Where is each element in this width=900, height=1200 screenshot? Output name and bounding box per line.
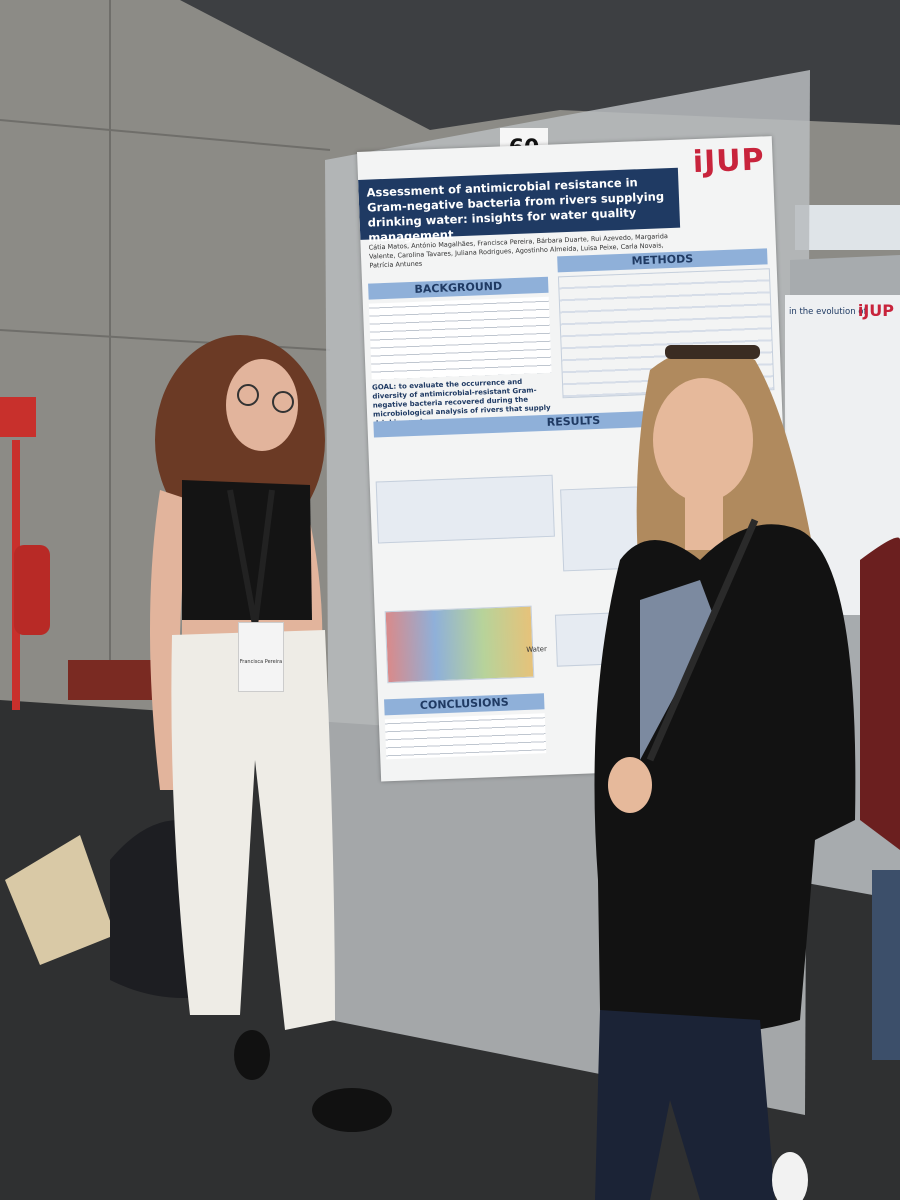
trousers — [171, 630, 335, 1030]
shoe — [234, 1030, 270, 1080]
hand — [608, 757, 652, 813]
arm — [150, 490, 190, 790]
neighbor-logo: iJUP — [857, 301, 894, 320]
tote-bag — [5, 835, 115, 965]
extinguisher — [14, 545, 50, 635]
shoe — [772, 1152, 808, 1200]
bystander-leg — [872, 870, 900, 1060]
bystander — [860, 537, 900, 850]
neighbor-title: in the evolution of — [789, 307, 867, 317]
fire-sign — [0, 397, 36, 437]
jeans — [595, 1010, 775, 1200]
wall-seam — [0, 119, 331, 151]
glasses — [237, 384, 259, 406]
glasses — [272, 391, 294, 413]
window — [795, 205, 900, 250]
bench — [68, 660, 158, 700]
face — [226, 359, 298, 451]
name-badge: Francisca Pereira — [238, 622, 284, 692]
sunglasses — [665, 345, 760, 359]
top — [182, 480, 312, 625]
face — [653, 378, 753, 502]
blouse — [640, 580, 715, 760]
shoe — [312, 1088, 392, 1132]
lanyard — [646, 518, 759, 762]
neck — [685, 490, 723, 550]
